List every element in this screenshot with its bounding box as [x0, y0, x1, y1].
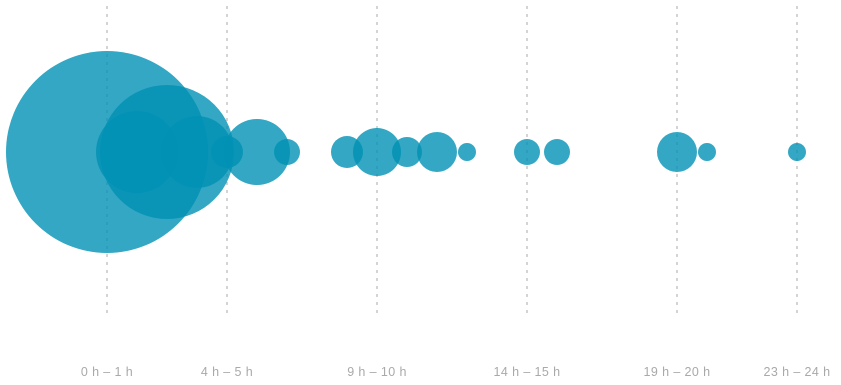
- bubble-14h-12: [514, 139, 540, 165]
- tick-label-9h: 9 h – 10 h: [347, 365, 407, 379]
- bubble-12h-11: [458, 143, 476, 161]
- bubble-3h-3: [161, 116, 233, 188]
- tick-label-19h: 19 h – 20 h: [644, 365, 711, 379]
- bubble-6h-6: [274, 139, 300, 165]
- bubble-1h-2: [96, 111, 178, 193]
- bubble-5h-5: [224, 119, 290, 185]
- x-axis-tick-labels: 0 h – 1 h 4 h – 5 h 9 h – 10 h 14 h – 15 h 1…: [81, 365, 831, 379]
- bubble-10h-9: [392, 137, 422, 167]
- bubble-23h-16: [788, 143, 806, 161]
- tick-label-0h: 0 h – 1 h: [81, 365, 133, 379]
- tick-label-4h: 4 h – 5 h: [201, 365, 253, 379]
- bubble-11h-10: [417, 132, 457, 172]
- bubble-20h-15: [698, 143, 716, 161]
- bubble-series: [6, 51, 806, 253]
- bubble-9h-8: [353, 128, 401, 176]
- bubble-19h-14: [657, 132, 697, 172]
- bubble-15h-13: [544, 139, 570, 165]
- tick-label-14h: 14 h – 15 h: [494, 365, 561, 379]
- tick-label-23h: 23 h – 24 h: [764, 365, 831, 379]
